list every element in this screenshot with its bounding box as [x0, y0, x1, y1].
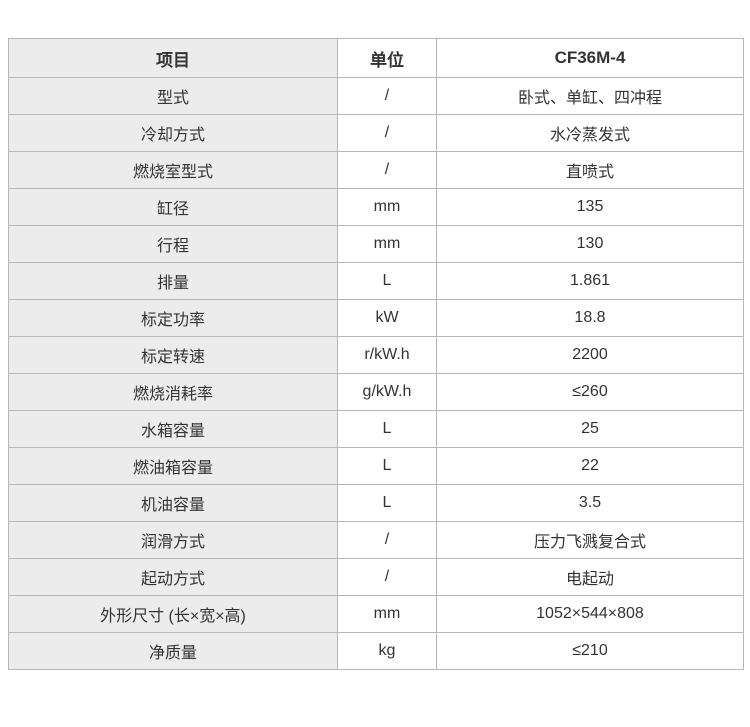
- row-value-cell: 135: [436, 188, 744, 226]
- row-unit-cell: L: [337, 484, 437, 522]
- row-value-cell: 水冷蒸发式: [436, 114, 744, 152]
- row-item-cell: 型式: [8, 77, 338, 115]
- row-value-cell: 3.5: [436, 484, 744, 522]
- table-row: 标定功率 kW 18.8: [8, 299, 744, 337]
- row-value-cell: 1052×544×808: [436, 595, 744, 633]
- row-item-cell: 行程: [8, 225, 338, 263]
- spec-table-body: 型式 / 卧式、单缸、四冲程 冷却方式 / 水冷蒸发式 燃烧室型式 / 直喷式 缸径 mm 135 行程…: [8, 77, 744, 670]
- row-value-cell: 18.8: [436, 299, 744, 337]
- row-item-cell: 缸径: [8, 188, 338, 226]
- row-item-cell: 水箱容量: [8, 410, 338, 448]
- row-value-cell: 2200: [436, 336, 744, 374]
- row-unit-cell: L: [337, 447, 437, 485]
- row-item-cell: 燃烧室型式: [8, 151, 338, 189]
- row-unit-cell: /: [337, 114, 437, 152]
- table-row: 外形尺寸 (长×宽×高) mm 1052×544×808: [8, 595, 744, 633]
- row-unit-cell: kW: [337, 299, 437, 337]
- row-unit-cell: L: [337, 262, 437, 300]
- row-value-cell: 电起动: [436, 558, 744, 596]
- row-value-cell: ≤260: [436, 373, 744, 411]
- header-row: 项目 单位 CF36M-4: [8, 38, 744, 78]
- row-item-cell: 机油容量: [8, 484, 338, 522]
- row-unit-cell: mm: [337, 225, 437, 263]
- row-item-cell: 燃油箱容量: [8, 447, 338, 485]
- row-value-cell: 25: [436, 410, 744, 448]
- row-unit-cell: /: [337, 521, 437, 559]
- table-row: 型式 / 卧式、单缸、四冲程: [8, 77, 744, 115]
- row-item-cell: 润滑方式: [8, 521, 338, 559]
- row-value-cell: 压力飞溅复合式: [436, 521, 744, 559]
- row-unit-cell: /: [337, 151, 437, 189]
- spec-table: 项目 单位 CF36M-4 型式 / 卧式、单缸、四冲程 冷却方式 / 水冷蒸发式 燃烧室型…: [8, 38, 744, 670]
- row-item-cell: 冷却方式: [8, 114, 338, 152]
- row-value-cell: 直喷式: [436, 151, 744, 189]
- table-row: 水箱容量 L 25: [8, 410, 744, 448]
- table-row: 缸径 mm 135: [8, 188, 744, 226]
- table-row: 排量 L 1.861: [8, 262, 744, 300]
- row-unit-cell: kg: [337, 632, 437, 670]
- spec-table-container: 项目 单位 CF36M-4 型式 / 卧式、单缸、四冲程 冷却方式 / 水冷蒸发式 燃烧室型…: [8, 38, 744, 670]
- row-item-cell: 起动方式: [8, 558, 338, 596]
- row-item-cell: 外形尺寸 (长×宽×高): [8, 595, 338, 633]
- row-value-cell: 130: [436, 225, 744, 263]
- table-row: 行程 mm 130: [8, 225, 744, 263]
- row-item-cell: 标定功率: [8, 299, 338, 337]
- row-value-cell: 22: [436, 447, 744, 485]
- table-row: 净质量 kg ≤210: [8, 632, 744, 670]
- row-item-cell: 排量: [8, 262, 338, 300]
- column-header-item: 项目: [8, 38, 338, 78]
- row-unit-cell: /: [337, 77, 437, 115]
- row-item-cell: 净质量: [8, 632, 338, 670]
- table-row: 起动方式 / 电起动: [8, 558, 744, 596]
- row-item-cell: 燃烧消耗率: [8, 373, 338, 411]
- row-item-cell: 标定转速: [8, 336, 338, 374]
- row-unit-cell: L: [337, 410, 437, 448]
- table-row: 燃油箱容量 L 22: [8, 447, 744, 485]
- row-unit-cell: /: [337, 558, 437, 596]
- table-row: 燃烧消耗率 g/kW.h ≤260: [8, 373, 744, 411]
- table-row: 机油容量 L 3.5: [8, 484, 744, 522]
- row-value-cell: 1.861: [436, 262, 744, 300]
- table-row: 冷却方式 / 水冷蒸发式: [8, 114, 744, 152]
- row-unit-cell: g/kW.h: [337, 373, 437, 411]
- row-unit-cell: r/kW.h: [337, 336, 437, 374]
- row-unit-cell: mm: [337, 595, 437, 633]
- row-value-cell: 卧式、单缸、四冲程: [436, 77, 744, 115]
- table-row: 标定转速 r/kW.h 2200: [8, 336, 744, 374]
- table-row: 燃烧室型式 / 直喷式: [8, 151, 744, 189]
- column-header-unit: 单位: [337, 38, 437, 78]
- row-value-cell: ≤210: [436, 632, 744, 670]
- column-header-model: CF36M-4: [436, 38, 744, 78]
- row-unit-cell: mm: [337, 188, 437, 226]
- table-row: 润滑方式 / 压力飞溅复合式: [8, 521, 744, 559]
